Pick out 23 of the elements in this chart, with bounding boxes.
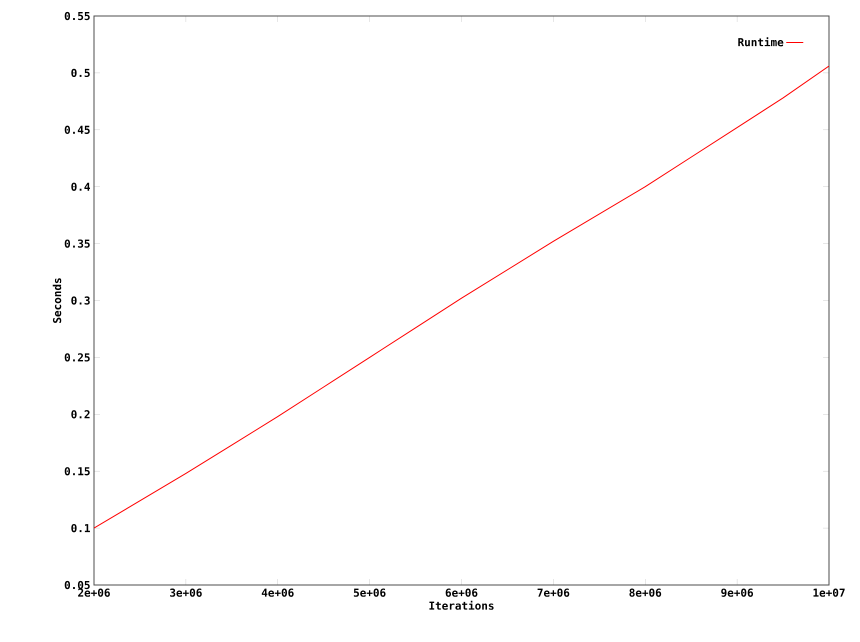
x-tick-label: 2e+06 bbox=[78, 588, 110, 597]
x-tick-label: 1e+07 bbox=[814, 588, 845, 597]
y-tick-label: 0.55 bbox=[64, 12, 90, 20]
legend-label: Runtime bbox=[738, 37, 784, 46]
x-tick-label: 7e+06 bbox=[538, 588, 570, 597]
y-axis-title: Seconds bbox=[52, 278, 62, 323]
y-tick-label: 0.35 bbox=[64, 239, 90, 248]
x-tick-label: 9e+06 bbox=[721, 588, 754, 597]
y-tick-label: 0.15 bbox=[64, 467, 90, 476]
x-tick-label: 4e+06 bbox=[262, 588, 294, 597]
y-tick-label: 0.05 bbox=[64, 580, 90, 590]
x-tick-label: 6e+06 bbox=[446, 588, 478, 597]
x-tick-label: 5e+06 bbox=[354, 588, 386, 597]
y-tick-label: 0.45 bbox=[64, 126, 90, 134]
y-tick-label: 0.25 bbox=[64, 353, 90, 362]
y-tick-label: 0.4 bbox=[71, 182, 90, 191]
x-tick-label: 8e+06 bbox=[629, 588, 662, 597]
y-tick-label: 0.1 bbox=[71, 524, 90, 532]
y-tick-label: 0.2 bbox=[71, 410, 90, 418]
x-axis-title: Iterations bbox=[429, 600, 494, 610]
y-tick-label: 0.5 bbox=[71, 68, 90, 78]
x-tick-label: 3e+06 bbox=[170, 588, 202, 597]
y-tick-label: 0.3 bbox=[71, 296, 90, 305]
